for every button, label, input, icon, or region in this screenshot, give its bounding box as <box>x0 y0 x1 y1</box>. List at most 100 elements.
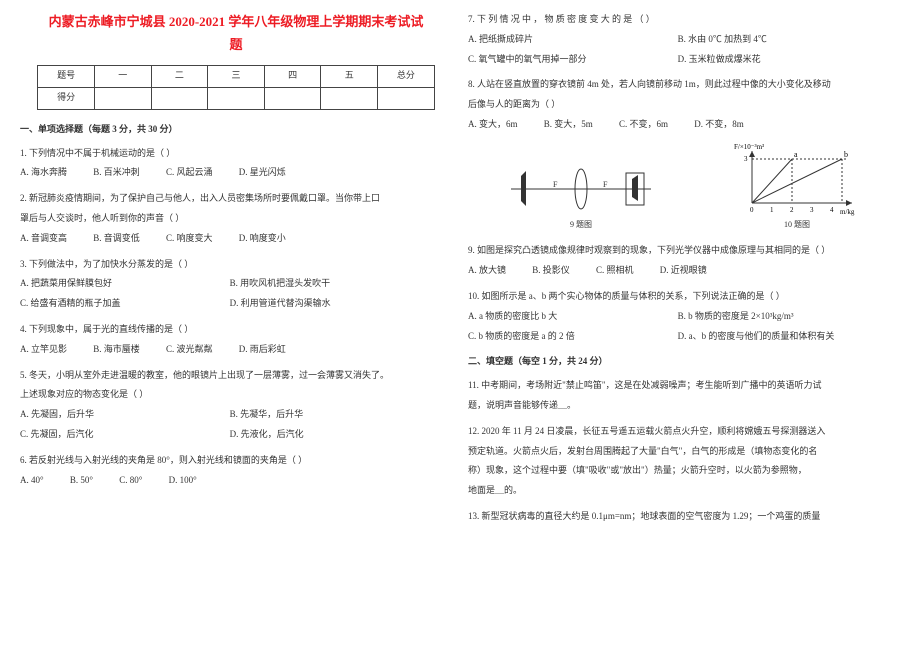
section-1-heading: 一、单项选择题（每题 3 分，共 30 分） <box>20 120 452 140</box>
opt-d: D. 响度变小 <box>239 229 286 249</box>
svg-text:4: 4 <box>830 206 834 214</box>
opt-b: B. 音调变低 <box>93 229 140 249</box>
opt-b: B. 投影仪 <box>532 261 570 281</box>
opt-b: B. 变大，5m <box>544 115 593 135</box>
opt-c: C. 照相机 <box>596 261 634 281</box>
q12-l1: 12. 2020 年 11 月 24 日凌晨，长征五号遥五运载火箭点火升空，顺利… <box>468 422 900 442</box>
question-2: 2. 新冠肺炎疫情期间，为了保护自己与他人，出入人员密集场所时要佩戴口罩。当你带… <box>20 189 452 248</box>
right-column: 7. 下 列 情 况 中 ， 物 质 密 度 变 大 的 是 （ ） A. 把纸… <box>460 10 908 640</box>
opt-a: A. 把纸撕成碎片 <box>468 30 675 50</box>
figure-9: F F 9 题图 <box>506 161 656 234</box>
cell <box>264 87 321 109</box>
opt-a: A. 立竿见影 <box>20 340 67 360</box>
lens-diagram-icon: F F <box>506 161 656 216</box>
cell: 二 <box>151 65 208 87</box>
exam-title: 内蒙古赤峰市宁城县 2020-2021 学年八年级物理上学期期末考试试 题 <box>20 10 452 57</box>
cell <box>94 87 151 109</box>
q7-options: A. 把纸撕成碎片 B. 水由 0℃ 加热到 4℃ C. 氧气罐中的氧气用掉一部… <box>468 30 900 70</box>
q6-options: A. 40° B. 50° C. 80° D. 100° <box>20 471 452 491</box>
opt-c: C. 风起云涌 <box>166 163 213 183</box>
opt-d: D. 不变，8m <box>694 115 744 135</box>
q2-options: A. 音调变高 B. 音调变低 C. 响度变大 D. 响度变小 <box>20 229 452 249</box>
cell: 四 <box>264 65 321 87</box>
opt-a: A. a 物质的密度比 b 大 <box>468 307 675 327</box>
q8-options: A. 变大，6m B. 变大，5m C. 不变，6m D. 不变，8m <box>468 115 900 135</box>
question-4: 4. 下列现象中，属于光的直线传播的是（ ） A. 立竿见影 B. 海市蜃楼 C… <box>20 320 452 360</box>
question-1: 1. 下列情况中不属于机械运动的是（ ） A. 海水奔腾 B. 百米冲刺 C. … <box>20 144 452 184</box>
opt-d: D. 先液化，后汽化 <box>230 425 437 445</box>
opt-d: D. 近视眼镜 <box>660 261 707 281</box>
figure-10-caption: 10 题图 <box>732 216 862 234</box>
left-column: 内蒙古赤峰市宁城县 2020-2021 学年八年级物理上学期期末考试试 题 题号… <box>12 10 460 640</box>
opt-c: C. 给盛有酒精的瓶子加盖 <box>20 294 227 314</box>
svg-text:b: b <box>844 150 848 159</box>
opt-a: A. 变大，6m <box>468 115 518 135</box>
opt-b: B. b 物质的密度是 2×10³kg/m³ <box>678 307 885 327</box>
opt-b: B. 水由 0℃ 加热到 4℃ <box>678 30 885 50</box>
q7-stem: 7. 下 列 情 况 中 ， 物 质 密 度 变 大 的 是 （ ） <box>468 10 900 30</box>
opt-d: D. a、b 的密度与他们的质量和体积有关 <box>678 327 885 347</box>
cell: 五 <box>321 65 378 87</box>
question-10: 10. 如图所示是 a、b 两个实心物体的质量与体积的关系，下列说法正确的是（ … <box>468 287 900 346</box>
cell: 一 <box>94 65 151 87</box>
opt-d: D. 利用管道代替沟渠输水 <box>230 294 437 314</box>
svg-text:F/×10⁻³m³: F/×10⁻³m³ <box>734 143 764 151</box>
q5-stem-1: 5. 冬天，小明从室外走进温暖的教室，他的眼镜片上出现了一层薄雾，过一会薄雾又消… <box>20 366 452 386</box>
question-3: 3. 下列做法中，为了加快水分蒸发的是（ ） A. 把蔬菜用保鲜膜包好 B. 用… <box>20 255 452 314</box>
q2-stem-2: 罩后与人交谈时，他人听到你的声音（ ） <box>20 209 452 229</box>
opt-a: A. 音调变高 <box>20 229 67 249</box>
table-row: 得分 <box>38 87 434 109</box>
title-line-2: 题 <box>20 33 452 56</box>
q3-options: A. 把蔬菜用保鲜膜包好 B. 用吹风机把湿头发吹干 C. 给盛有酒精的瓶子加盖… <box>20 274 452 314</box>
diagram-row: F F 9 题图 F/×10⁻³m³ 3 a b <box>468 141 900 234</box>
question-11: 11. 中考期间，考场附近"禁止鸣笛"，这是在处减弱噪声；考生能听到广播中的英语… <box>468 376 900 416</box>
opt-a: A. 海水奔腾 <box>20 163 67 183</box>
question-8: 8. 人站在竖直放置的穿衣镜前 4m 处，若人向镜前移动 1m，则此过程中像的大… <box>468 75 900 134</box>
svg-text:1: 1 <box>770 206 774 214</box>
q12-l2: 预定轨道。火箭点火后，发射台周围腾起了大量"白气"，白气的形成是（填物态变化的名 <box>468 442 900 462</box>
q3-stem: 3. 下列做法中，为了加快水分蒸发的是（ ） <box>20 255 452 275</box>
opt-a: A. 先凝固，后升华 <box>20 405 227 425</box>
score-table: 题号 一 二 三 四 五 总分 得分 <box>37 65 434 110</box>
opt-c: C. 氧气罐中的氧气用掉一部分 <box>468 50 675 70</box>
q1-stem: 1. 下列情况中不属于机械运动的是（ ） <box>20 144 452 164</box>
cell: 得分 <box>38 87 95 109</box>
cell <box>208 87 265 109</box>
opt-b: B. 50° <box>70 471 93 491</box>
table-row: 题号 一 二 三 四 五 总分 <box>38 65 434 87</box>
q8-stem-1: 8. 人站在竖直放置的穿衣镜前 4m 处，若人向镜前移动 1m，则此过程中像的大… <box>468 75 900 95</box>
opt-c: C. 响度变大 <box>166 229 213 249</box>
svg-text:0: 0 <box>750 206 754 214</box>
opt-a: A. 放大镜 <box>468 261 506 281</box>
q10-stem: 10. 如图所示是 a、b 两个实心物体的质量与体积的关系，下列说法正确的是（ … <box>468 287 900 307</box>
q10-options: A. a 物质的密度比 b 大 B. b 物质的密度是 2×10³kg/m³ C… <box>468 307 900 347</box>
q6-stem: 6. 若反射光线与入射光线的夹角是 80°，则入射光线和镜面的夹角是（ ） <box>20 451 452 471</box>
q9-stem: 9. 如图是探究凸透镜成像规律时观察到的现象，下列光学仪器中成像原理与其相同的是… <box>468 241 900 261</box>
cell <box>151 87 208 109</box>
opt-b: B. 海市蜃楼 <box>93 340 140 360</box>
q4-stem: 4. 下列现象中，属于光的直线传播的是（ ） <box>20 320 452 340</box>
opt-c: C. 不变，6m <box>619 115 668 135</box>
question-6: 6. 若反射光线与入射光线的夹角是 80°，则入射光线和镜面的夹角是（ ） A.… <box>20 451 452 491</box>
svg-text:a: a <box>794 150 798 159</box>
q13-l1: 13. 新型冠状病毒的直径大约是 0.1μm=nm；地球表面的空气密度为 1.2… <box>468 507 900 527</box>
opt-c: C. 波光粼粼 <box>166 340 213 360</box>
svg-text:2: 2 <box>790 206 794 214</box>
svg-text:3: 3 <box>744 155 748 163</box>
svg-text:3: 3 <box>810 206 814 214</box>
question-5: 5. 冬天，小明从室外走进温暖的教室，他的眼镜片上出现了一层薄雾，过一会薄雾又消… <box>20 366 452 445</box>
question-12: 12. 2020 年 11 月 24 日凌晨，长征五号遥五运载火箭点火升空，顺利… <box>468 422 900 501</box>
q4-options: A. 立竿见影 B. 海市蜃楼 C. 波光粼粼 D. 雨后彩虹 <box>20 340 452 360</box>
opt-a: A. 40° <box>20 471 44 491</box>
q1-options: A. 海水奔腾 B. 百米冲刺 C. 风起云涌 D. 星光闪烁 <box>20 163 452 183</box>
q12-l4: 地面是＿的。 <box>468 481 900 501</box>
cell: 三 <box>208 65 265 87</box>
opt-a: A. 把蔬菜用保鲜膜包好 <box>20 274 227 294</box>
opt-d: D. 玉米粒做成爆米花 <box>678 50 885 70</box>
svg-text:m/kg: m/kg <box>840 208 855 216</box>
q5-options: A. 先凝固，后升华 B. 先凝华，后升华 C. 先凝固，后汽化 D. 先液化，… <box>20 405 452 445</box>
opt-c: C. 80° <box>119 471 142 491</box>
title-line-1: 内蒙古赤峰市宁城县 2020-2021 学年八年级物理上学期期末考试试 <box>20 10 452 33</box>
q5-stem-2: 上述现象对应的物态变化是（ ） <box>20 385 452 405</box>
opt-c: C. b 物质的密度是 a 的 2 倍 <box>468 327 675 347</box>
